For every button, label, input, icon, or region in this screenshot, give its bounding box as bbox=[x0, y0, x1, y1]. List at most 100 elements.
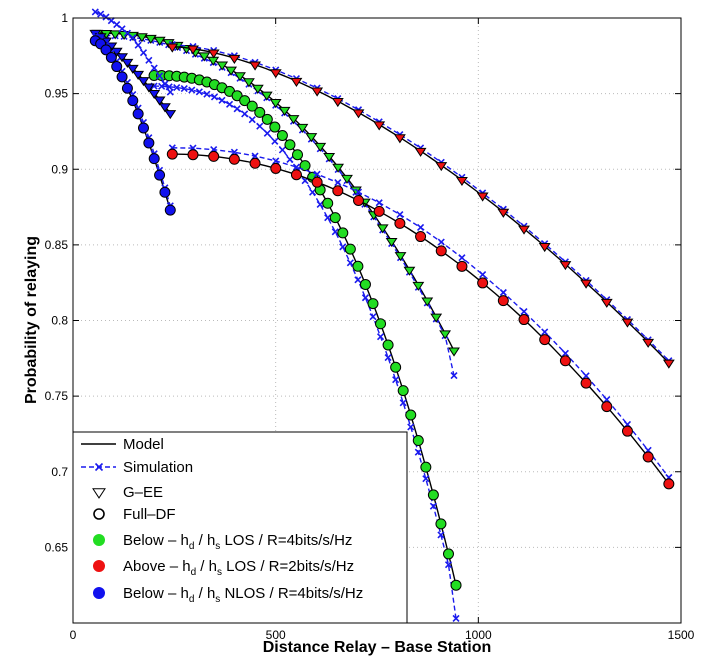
simulation-cross-b bbox=[316, 200, 324, 209]
simulation-marker bbox=[324, 214, 332, 222]
simulation-cross-b bbox=[429, 502, 437, 510]
legend-text-part: Below – h bbox=[123, 585, 189, 602]
fulldf-marker bbox=[246, 100, 258, 112]
simulation-marker bbox=[173, 83, 181, 92]
fulldf-marker bbox=[375, 318, 387, 330]
y-tick-label: 0.7 bbox=[51, 465, 68, 479]
simulation-cross-b bbox=[376, 333, 385, 341]
series-0 bbox=[91, 29, 460, 380]
simulation-marker bbox=[286, 155, 294, 163]
legend-item-fulldf: Full–DF bbox=[93, 506, 176, 523]
series-3 bbox=[166, 144, 675, 490]
simulation-marker bbox=[195, 88, 203, 96]
gee-marker bbox=[448, 347, 460, 357]
simulation-cross-b bbox=[309, 188, 317, 196]
simulation-marker bbox=[375, 199, 383, 207]
fulldf-marker bbox=[208, 150, 220, 162]
simulation-marker bbox=[331, 228, 339, 236]
fulldf-marker bbox=[450, 579, 462, 591]
legend-blue-marker bbox=[93, 587, 105, 599]
gee-marker bbox=[225, 66, 238, 76]
ticks: 0 500 1000 1500 0.65 0.7 0.75 0.8 0.85 0.9 0.95 1 bbox=[45, 11, 695, 642]
gee-marker bbox=[278, 106, 291, 116]
simulation-cross-b bbox=[134, 41, 142, 49]
fulldf-marker bbox=[100, 44, 112, 56]
gee-marker bbox=[403, 266, 416, 276]
simulation-marker bbox=[417, 223, 425, 232]
fulldf-marker bbox=[239, 95, 251, 107]
simulation-cross-b bbox=[450, 371, 458, 380]
fulldf-marker bbox=[344, 243, 356, 255]
gee-marker bbox=[135, 33, 148, 43]
simulation-marker bbox=[499, 288, 507, 297]
simulation-cross-b bbox=[339, 243, 347, 251]
simulation-marker bbox=[369, 313, 377, 321]
simulation-marker bbox=[139, 49, 148, 57]
fulldf-marker bbox=[269, 121, 281, 133]
simulation-cross-b bbox=[561, 349, 569, 357]
simulation-marker bbox=[479, 270, 487, 279]
fulldf-marker bbox=[270, 162, 282, 174]
series-5 bbox=[89, 32, 176, 216]
simulation-cross-b bbox=[479, 270, 487, 279]
legend-fulldf-marker bbox=[93, 508, 105, 520]
simulation-marker bbox=[313, 170, 321, 178]
legend-label-fulldf: Full–DF bbox=[123, 506, 176, 523]
legend-text-part: Above – h bbox=[123, 558, 191, 575]
gee-marker bbox=[373, 121, 386, 131]
simulation-marker bbox=[278, 146, 286, 154]
legend-item-model: Model bbox=[81, 436, 164, 453]
simulation-marker bbox=[203, 90, 211, 98]
simulation-marker bbox=[376, 333, 385, 341]
fulldf-marker bbox=[435, 245, 447, 257]
gee-marker bbox=[439, 330, 452, 340]
gee-marker bbox=[662, 359, 675, 369]
simulation-cross-b bbox=[422, 475, 430, 483]
gee-marker bbox=[290, 77, 303, 88]
gee-marker bbox=[164, 110, 177, 120]
gee-marker bbox=[642, 338, 655, 348]
simulation-cross-b bbox=[94, 462, 104, 472]
simulation-cross-b bbox=[354, 276, 362, 284]
gee-marker bbox=[126, 64, 139, 74]
simulation-cross-b bbox=[361, 294, 370, 302]
fulldf-marker bbox=[105, 51, 117, 63]
simulation-cross-b bbox=[188, 86, 196, 94]
legend-item-simulation: Simulation bbox=[81, 459, 193, 476]
simulation-cross-b bbox=[233, 105, 241, 113]
fulldf-marker bbox=[663, 478, 675, 490]
x-tick-label: 0 bbox=[70, 628, 77, 642]
gee-marker bbox=[349, 186, 362, 196]
gee-marker bbox=[148, 89, 161, 100]
gee-marker bbox=[296, 123, 309, 134]
fulldf-marker bbox=[442, 548, 454, 560]
fulldf-marker bbox=[116, 71, 128, 83]
fulldf-marker bbox=[137, 122, 149, 134]
gee-marker bbox=[121, 58, 134, 68]
gee-marker bbox=[385, 237, 398, 248]
gee-marker bbox=[435, 162, 448, 172]
simulation-marker bbox=[166, 88, 174, 96]
legend-subscript: d bbox=[189, 541, 195, 552]
x-tick-label: 1500 bbox=[668, 628, 695, 642]
gee-marker bbox=[621, 318, 634, 328]
simulation-marker bbox=[161, 80, 169, 88]
simulation-cross-b bbox=[324, 214, 332, 222]
gee-marker bbox=[269, 99, 282, 109]
fulldf-marker bbox=[477, 277, 489, 289]
legend-item-blue: Below – hd / hs NLOS / R=4bits/s/Hz bbox=[93, 585, 363, 605]
fulldf-marker bbox=[290, 169, 302, 181]
fulldf-marker bbox=[415, 231, 427, 243]
fulldf-marker bbox=[642, 451, 654, 463]
y-axis-label: Probability of relaying bbox=[23, 236, 40, 404]
x-tick-label: 500 bbox=[266, 628, 286, 642]
fulldf-marker bbox=[382, 339, 394, 351]
simulation-cross-b bbox=[203, 90, 211, 98]
simulation-cross-b bbox=[241, 110, 249, 118]
simulation-cross-b bbox=[271, 137, 279, 145]
simulation-cross-b bbox=[210, 93, 219, 101]
fulldf-marker bbox=[539, 334, 551, 346]
gee-marker bbox=[216, 61, 229, 71]
fulldf-marker bbox=[337, 227, 349, 239]
simulation-marker bbox=[97, 10, 105, 18]
